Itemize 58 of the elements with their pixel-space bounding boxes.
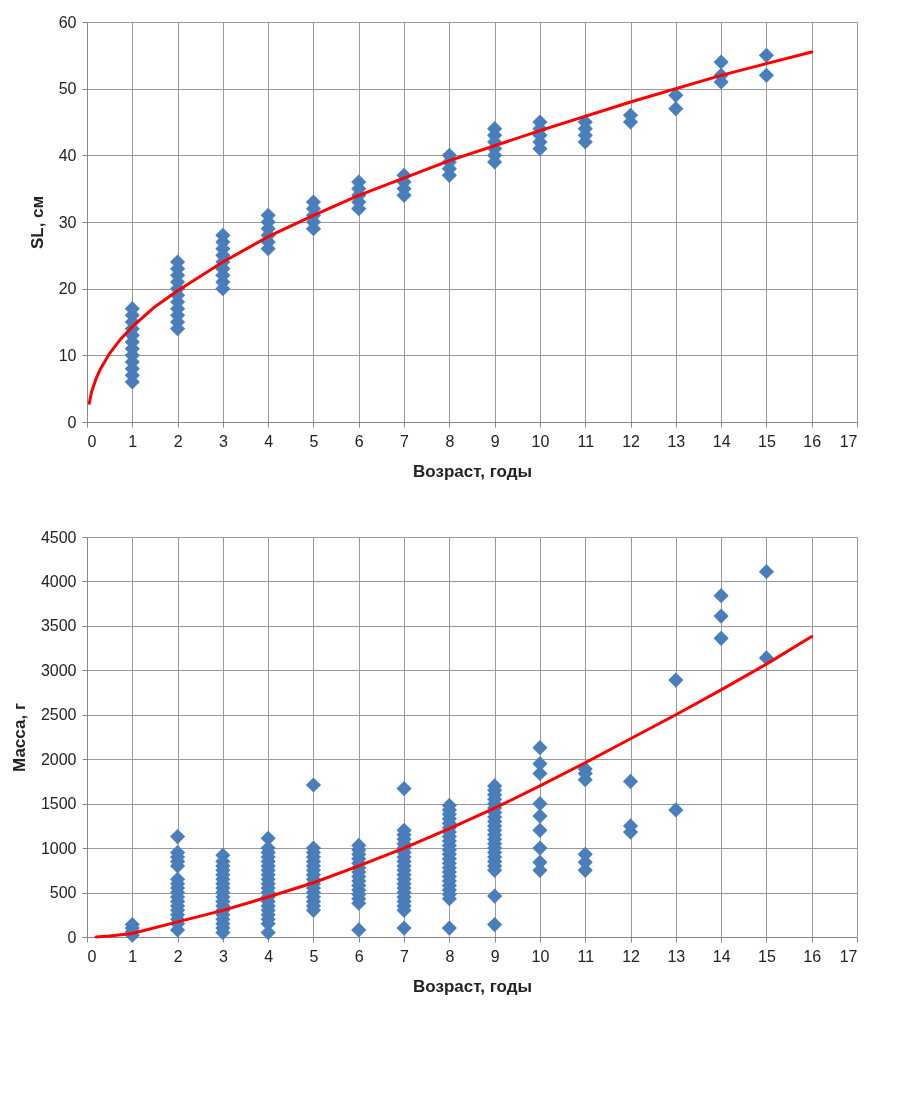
y-tick-label: 0 <box>67 413 77 431</box>
x-tick-label: 14 <box>712 947 731 965</box>
y-tick-label: 3500 <box>40 617 77 635</box>
x-tick-label: 17 <box>839 432 858 450</box>
x-tick-label: 12 <box>622 432 641 450</box>
x-tick-label: 5 <box>309 432 319 450</box>
x-tick-label: 8 <box>445 947 455 965</box>
x-tick-label: 17 <box>839 947 858 965</box>
y-tick-label: 40 <box>58 146 77 164</box>
x-tick-label: 16 <box>803 432 822 450</box>
x-tick-label: 9 <box>490 947 500 965</box>
y-axis-title: Масса, г <box>9 703 29 772</box>
x-tick-label: 0 <box>87 947 97 965</box>
x-tick-label: 2 <box>173 947 183 965</box>
x-tick-label: 3 <box>218 432 228 450</box>
x-tick-label: 15 <box>758 432 776 450</box>
x-tick-label: 6 <box>354 432 364 450</box>
x-axis-title: Возраст, годы <box>413 461 532 481</box>
x-tick-label: 2 <box>173 432 183 450</box>
x-tick-label: 1 <box>128 432 138 450</box>
x-tick-label: 0 <box>87 432 97 450</box>
y-tick-label: 50 <box>58 80 77 98</box>
x-tick-label: 12 <box>622 947 641 965</box>
y-tick-label: 2000 <box>40 750 77 768</box>
x-tick-label: 10 <box>531 432 550 450</box>
y-tick-label: 2500 <box>40 706 77 724</box>
x-tick-label: 5 <box>309 947 319 965</box>
x-tick-label: 4 <box>264 947 274 965</box>
x-tick-label: 15 <box>758 947 776 965</box>
x-tick-label: 9 <box>490 432 500 450</box>
y-tick-label: 4000 <box>40 572 77 590</box>
x-tick-label: 14 <box>712 432 731 450</box>
y-tick-label: 1500 <box>40 795 77 813</box>
y-tick-label: 4500 <box>40 528 77 546</box>
x-tick-label: 1 <box>128 947 138 965</box>
y-tick-label: 60 <box>58 13 77 31</box>
x-axis-title: Возраст, годы <box>413 976 532 996</box>
x-tick-label: 7 <box>400 432 410 450</box>
y-axis-title: SL, см <box>27 195 47 250</box>
x-tick-label: 13 <box>667 947 686 965</box>
x-tick-label: 6 <box>354 947 364 965</box>
x-tick-label: 16 <box>803 947 822 965</box>
x-tick-label: 7 <box>400 947 410 965</box>
x-tick-label: 8 <box>445 432 455 450</box>
y-tick-label: 3000 <box>40 661 77 679</box>
x-tick-label: 11 <box>577 947 595 965</box>
x-tick-label: 3 <box>218 947 228 965</box>
y-tick-label: 30 <box>58 213 77 231</box>
y-tick-label: 10 <box>58 346 77 364</box>
y-tick-label: 0 <box>67 928 77 946</box>
y-tick-label: 1000 <box>40 839 77 857</box>
x-tick-label: 10 <box>531 947 550 965</box>
x-tick-label: 4 <box>264 432 274 450</box>
y-tick-label: 500 <box>49 884 77 902</box>
x-tick-label: 11 <box>577 432 595 450</box>
x-tick-label: 13 <box>667 432 686 450</box>
y-tick-label: 20 <box>58 280 77 298</box>
line-series <box>87 50 814 405</box>
